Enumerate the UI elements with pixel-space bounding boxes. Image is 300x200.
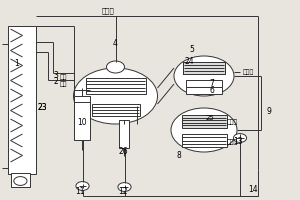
Bar [186, 80, 222, 87]
Text: 11: 11 [75, 188, 84, 196]
Circle shape [233, 134, 247, 142]
Circle shape [118, 183, 131, 191]
Text: 8: 8 [176, 152, 181, 160]
Text: 12: 12 [118, 188, 128, 196]
Text: 熱水: 熱水 [59, 74, 67, 80]
Text: 26: 26 [119, 147, 129, 156]
Circle shape [74, 68, 158, 124]
Text: 冷卻水: 冷卻水 [226, 139, 238, 145]
Text: 23: 23 [37, 104, 47, 112]
Bar [182, 134, 226, 147]
Text: 4: 4 [113, 40, 118, 48]
Bar [183, 62, 225, 74]
Text: 溫水: 溫水 [59, 81, 67, 87]
Bar [92, 104, 140, 116]
Bar [11, 173, 30, 187]
Bar [183, 62, 225, 74]
Circle shape [76, 182, 89, 190]
Text: 25: 25 [206, 115, 214, 121]
Text: 9: 9 [266, 108, 271, 116]
Text: 冷卻水: 冷卻水 [243, 69, 254, 75]
Text: 24: 24 [184, 56, 194, 66]
Circle shape [14, 177, 27, 185]
Bar [118, 120, 129, 148]
Bar [74, 96, 90, 140]
Circle shape [171, 108, 237, 152]
Bar [85, 78, 146, 94]
Text: 1: 1 [14, 60, 19, 68]
Text: 5: 5 [190, 46, 194, 54]
Bar [8, 26, 36, 174]
Text: 低溫水: 低溫水 [226, 119, 238, 125]
Text: 14: 14 [249, 186, 258, 194]
Text: 抽真空: 抽真空 [102, 8, 114, 14]
Circle shape [106, 61, 124, 73]
Text: 3: 3 [53, 71, 58, 79]
Text: 7: 7 [209, 79, 214, 88]
Text: 23: 23 [37, 104, 47, 112]
Text: 2: 2 [53, 76, 58, 86]
Text: 13: 13 [234, 138, 243, 146]
Circle shape [174, 56, 234, 96]
Bar [182, 115, 226, 128]
Bar [186, 87, 222, 94]
Text: 6: 6 [209, 86, 214, 95]
Text: 10: 10 [77, 118, 87, 127]
